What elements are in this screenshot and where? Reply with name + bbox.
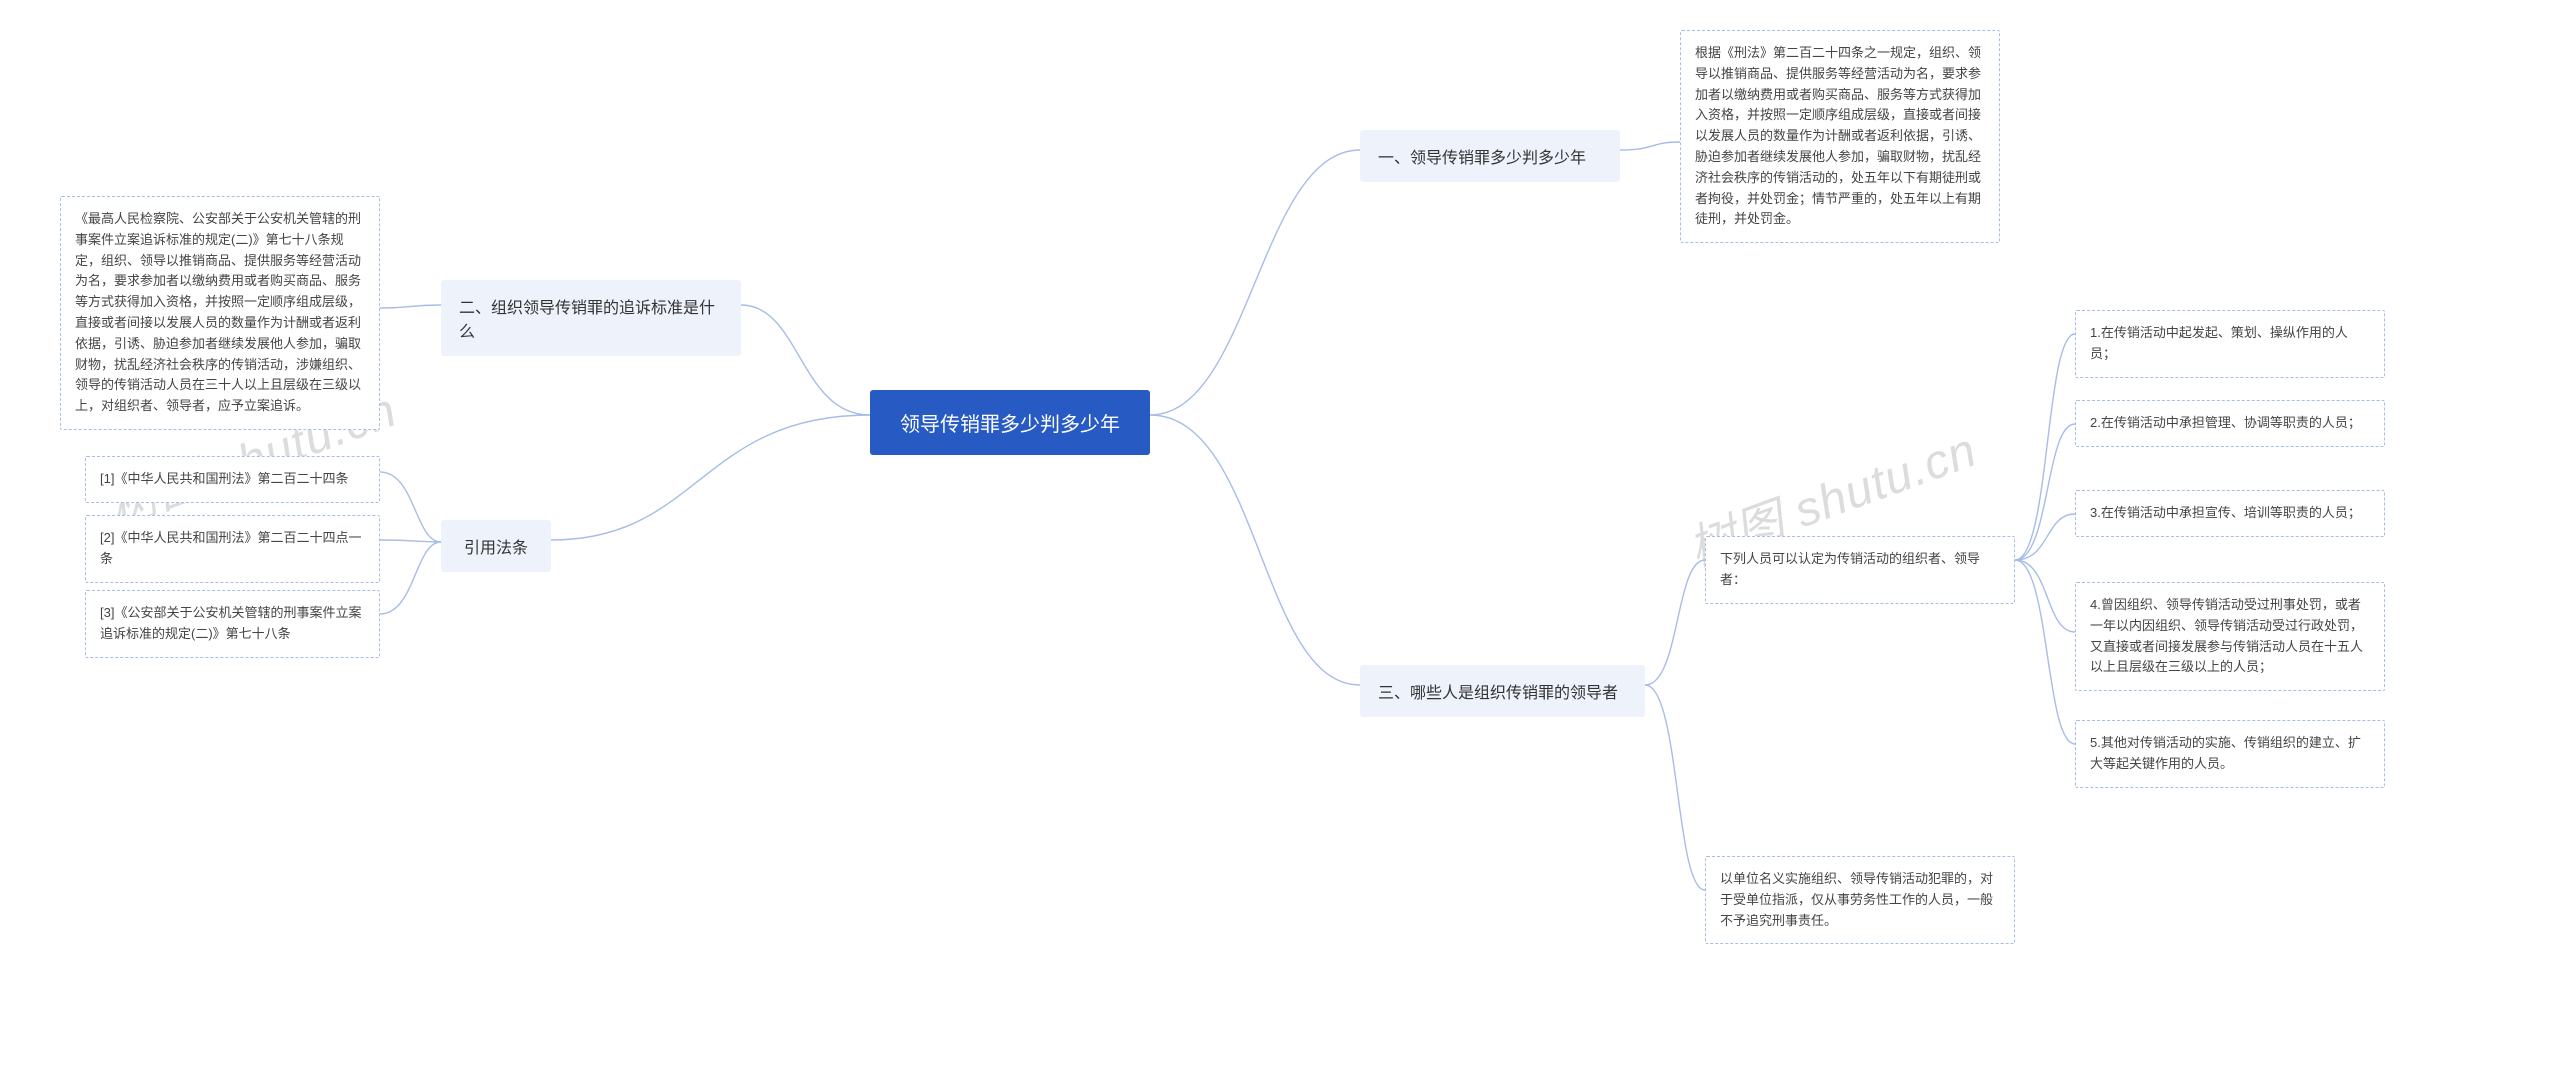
branch-node-1[interactable]: 一、领导传销罪多少判多少年 [1360,130,1620,182]
leaf-node[interactable]: 以单位名义实施组织、领导传销活动犯罪的，对于受单位指派，仅从事劳务性工作的人员，… [1705,856,2015,944]
branch-label: 二、组织领导传销罪的追诉标准是什么 [459,300,715,341]
root-node[interactable]: 领导传销罪多少判多少年 [870,390,1150,455]
leaf-node[interactable]: [1]《中华人民共和国刑法》第二百二十四条 [85,456,380,503]
leaf-text: 4.曾因组织、领导传销活动受过刑事处罚，或者一年以内因组织、领导传销活动受过行政… [2090,597,2363,674]
root-label: 领导传销罪多少判多少年 [900,414,1120,436]
leaf-text: 2.在传销活动中承担管理、协调等职责的人员； [2090,415,2361,430]
branch-label: 引用法条 [464,540,528,557]
leaf-text: 1.在传销活动中起发起、策划、操纵作用的人员； [2090,325,2348,361]
leaf-text: [3]《公安部关于公安机关管辖的刑事案件立案追诉标准的规定(二)》第七十八条 [100,605,361,641]
leaf-node[interactable]: 《最高人民检察院、公安部关于公安机关管辖的刑事案件立案追诉标准的规定(二)》第七… [60,196,380,430]
leaf-text: 以单位名义实施组织、领导传销活动犯罪的，对于受单位指派，仅从事劳务性工作的人员，… [1720,871,1993,928]
leaf-node[interactable]: [2]《中华人民共和国刑法》第二百二十四点一条 [85,515,380,583]
branch-node-refs[interactable]: 引用法条 [441,520,551,572]
branch-node-3[interactable]: 三、哪些人是组织传销罪的领导者 [1360,665,1645,717]
leaf-node[interactable]: 5.其他对传销活动的实施、传销组织的建立、扩大等起关键作用的人员。 [2075,720,2385,788]
leaf-text: [2]《中华人民共和国刑法》第二百二十四点一条 [100,530,361,566]
connector-lines [0,0,2560,1082]
leaf-text: [1]《中华人民共和国刑法》第二百二十四条 [100,471,348,486]
leaf-node[interactable]: 根据《刑法》第二百二十四条之一规定，组织、领导以推销商品、提供服务等经营活动为名… [1680,30,2000,243]
leaf-text: 《最高人民检察院、公安部关于公安机关管辖的刑事案件立案追诉标准的规定(二)》第七… [75,211,361,413]
leaf-node[interactable]: 2.在传销活动中承担管理、协调等职责的人员； [2075,400,2385,447]
sub-branch-node[interactable]: 下列人员可以认定为传销活动的组织者、领导者： [1705,536,2015,604]
branch-label: 三、哪些人是组织传销罪的领导者 [1378,685,1618,702]
leaf-node[interactable]: 3.在传销活动中承担宣传、培训等职责的人员； [2075,490,2385,537]
leaf-text: 3.在传销活动中承担宣传、培训等职责的人员； [2090,505,2361,520]
leaf-node[interactable]: [3]《公安部关于公安机关管辖的刑事案件立案追诉标准的规定(二)》第七十八条 [85,590,380,658]
sub-branch-label: 下列人员可以认定为传销活动的组织者、领导者： [1720,551,1980,587]
leaf-node[interactable]: 1.在传销活动中起发起、策划、操纵作用的人员； [2075,310,2385,378]
branch-label: 一、领导传销罪多少判多少年 [1378,150,1586,167]
leaf-text: 5.其他对传销活动的实施、传销组织的建立、扩大等起关键作用的人员。 [2090,735,2361,771]
leaf-node[interactable]: 4.曾因组织、领导传销活动受过刑事处罚，或者一年以内因组织、领导传销活动受过行政… [2075,582,2385,691]
leaf-text: 根据《刑法》第二百二十四条之一规定，组织、领导以推销商品、提供服务等经营活动为名… [1695,45,1981,226]
branch-node-2[interactable]: 二、组织领导传销罪的追诉标准是什么 [441,280,741,356]
